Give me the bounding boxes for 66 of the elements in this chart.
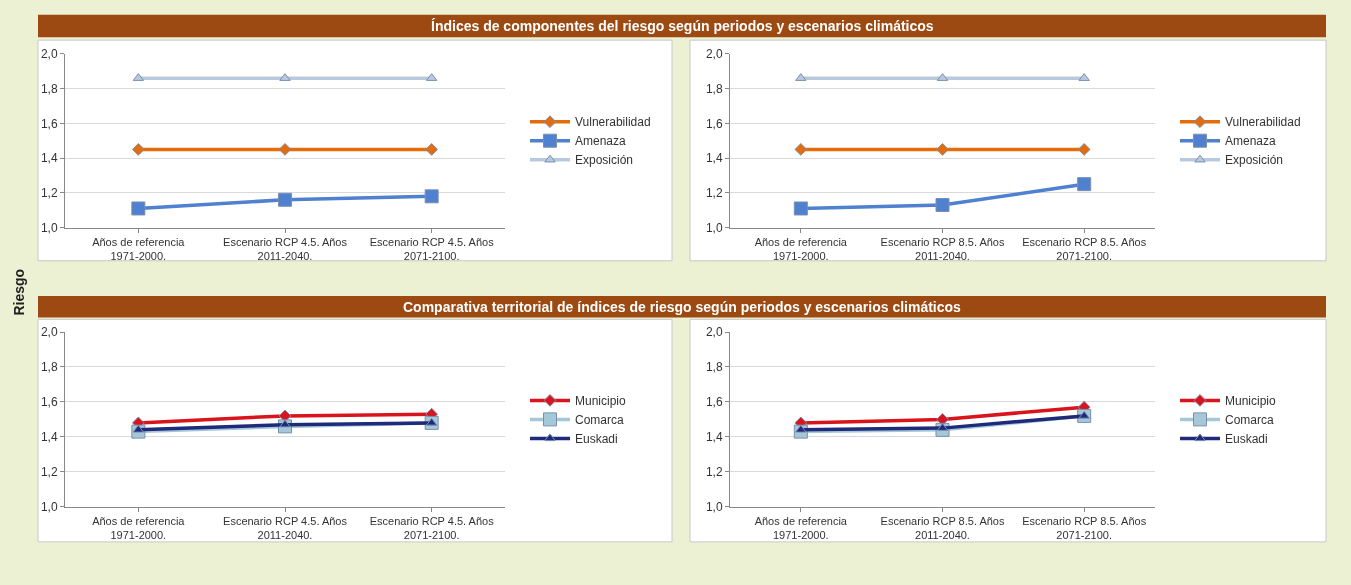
y-tick-label: 2,0 [40,47,58,62]
y-tick-label: 1,2 [40,465,58,479]
x-tick-label: Escenario RCP 8.5. Años 2071-2100. [1022,235,1147,263]
point [795,424,807,433]
y-tick-label: 1,8 [705,360,723,375]
point [424,189,439,204]
y-tick-label: 1,2 [705,186,723,201]
y-tick-label: 1,2 [40,186,58,201]
point [1078,410,1090,419]
x-tick-label: Años de referencia 1971-2000. [92,235,186,263]
legend-label: Municipio [575,394,627,409]
legend-label: Vulnerabilidad [575,115,651,130]
point [425,143,439,156]
y-tick-label: 1,8 [705,81,723,96]
y-tick-label: 1,4 [40,151,58,166]
x-tick-label: Años de referencia 1971-2000. [92,514,186,542]
legend-label: Comarca [575,413,625,428]
x-tick-label: Escenario RCP 4.5. Años 2011-2040. [223,235,348,263]
x-tick-label: Escenario RCP 8.5. Años 2011-2040. [880,514,1005,542]
y-tick-label: 1,4 [705,430,723,445]
x-tick-label: Años de referencia 1971-2000. [754,235,848,263]
x-tick-label: Escenario RCP 8.5. Años 2071-2100. [1022,514,1147,542]
y-tick-label: 2,0 [40,325,58,340]
y-tick-label: 1,0 [40,499,58,514]
point [935,198,950,212]
x-tick-label: Escenario RCP 4.5. Años 2071-2100. [369,235,495,263]
point [131,201,146,216]
y-tick-label: 1,8 [40,360,58,375]
legend-label: Exposición [575,153,634,168]
legend-label: Comarca [1225,413,1275,428]
point [936,143,949,156]
point [793,201,808,216]
x-tick-label: Escenario RCP 4.5. Años 2011-2040. [223,514,348,542]
legend-label: Euskadi [1225,432,1268,447]
y-axis-title: Riesgo [10,268,27,316]
point [131,143,145,156]
y-tick-label: 1,0 [705,499,723,514]
x-tick-label: Escenario RCP 8.5. Años 2011-2040. [880,235,1005,263]
legend-label: Amenaza [575,134,627,149]
x-tick-label: Años de referencia 1971-2000. [754,514,848,542]
y-tick-label: 1,8 [40,81,58,96]
y-tick-label: 2,0 [705,47,723,62]
legend-label: Municipio [1225,394,1277,409]
y-tick-label: 1,0 [40,220,58,235]
legend-label: Exposición [1225,153,1284,168]
y-tick-label: 1,2 [705,465,723,479]
legend-label: Amenaza [1225,134,1277,149]
y-tick-label: 1,6 [705,116,723,131]
x-tick-label: Escenario RCP 4.5. Años 2071-2100. [369,514,495,542]
point [1077,177,1092,192]
text: Índices de componentes del riesgo según periodos y escenarios climáticos [431,18,934,34]
y-tick-label: 1,4 [40,430,58,445]
point [1077,143,1091,156]
point [278,143,292,156]
y-tick-label: 1,4 [705,151,723,166]
y-tick-label: 1,6 [40,395,58,410]
y-tick-label: 1,0 [705,220,723,235]
text: Comparativa territorial de índices de riesgo según periodos y escenarios climáticos [403,299,962,315]
legend-label: Euskadi [575,432,618,447]
y-tick-label: 1,6 [705,395,723,410]
point [794,143,808,156]
y-tick-label: 1,6 [40,116,58,131]
y-tick-label: 2,0 [705,325,723,340]
legend-label: Vulnerabilidad [1225,115,1301,130]
point [279,419,291,428]
point [278,192,292,207]
